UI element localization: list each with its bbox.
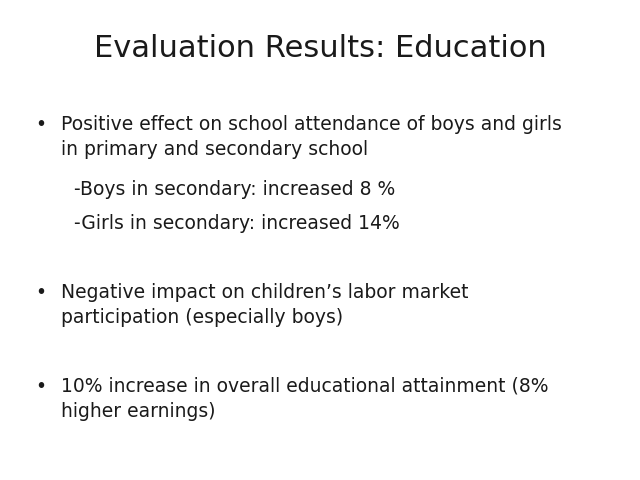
Text: -Girls in secondary: increased 14%: -Girls in secondary: increased 14% — [74, 214, 399, 233]
Text: •: • — [35, 115, 46, 134]
Text: Positive effect on school attendance of boys and girls
in primary and secondary : Positive effect on school attendance of … — [61, 115, 562, 159]
Text: 10% increase in overall educational attainment (8%
higher earnings): 10% increase in overall educational atta… — [61, 377, 548, 421]
Text: •: • — [35, 377, 46, 396]
Text: Negative impact on children’s labor market
participation (especially boys): Negative impact on children’s labor mark… — [61, 283, 468, 327]
Text: -Boys in secondary: increased 8 %: -Boys in secondary: increased 8 % — [74, 180, 395, 199]
Text: Evaluation Results: Education: Evaluation Results: Education — [93, 34, 547, 62]
Text: •: • — [35, 283, 46, 302]
